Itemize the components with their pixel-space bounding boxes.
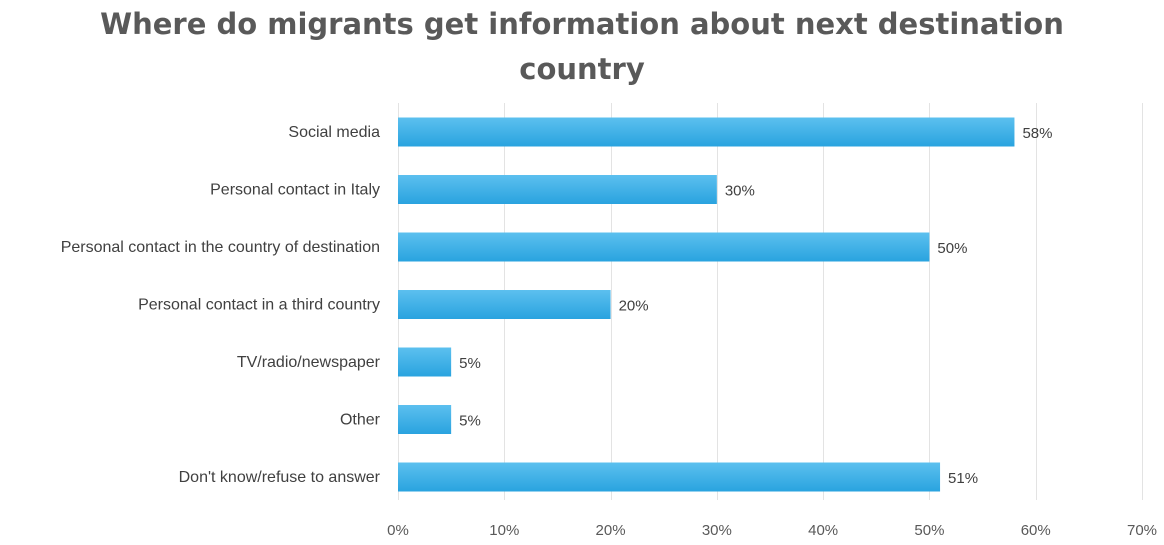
x-tick-label: 20%: [596, 522, 626, 539]
x-tick-label: 40%: [808, 522, 838, 539]
x-tick-label: 70%: [1127, 522, 1157, 539]
data-label: 20%: [619, 298, 649, 315]
value-labels: 58% 30% 50% 20% 5% 5% 51%: [459, 125, 1052, 487]
x-tick-label: 10%: [489, 522, 519, 539]
category-label: Other: [340, 412, 381, 429]
bar: [398, 462, 941, 492]
category-label: Personal contact in Italy: [210, 182, 380, 199]
category-label: TV/radio/newspaper: [237, 354, 381, 371]
category-labels: Social media Personal contact in Italy Per…: [61, 124, 381, 486]
bar: [398, 290, 611, 319]
chart-title: Where do migrants get information about …: [100, 7, 1064, 86]
data-label: 51%: [948, 470, 978, 487]
category-label: Don't know/refuse to answer: [179, 469, 381, 486]
bar: [398, 347, 452, 377]
bar: [398, 117, 1015, 147]
x-axis-tick-labels: 0% 10% 20% 30% 40% 50% 60% 70%: [387, 522, 1157, 539]
data-label: 5%: [459, 413, 481, 430]
data-label: 30%: [725, 183, 755, 200]
bar: [398, 175, 717, 204]
data-label: 5%: [459, 355, 481, 372]
category-label: Personal contact in the country of desti…: [61, 239, 380, 256]
category-label: Personal contact in a third country: [138, 297, 380, 314]
chart-title-line-2: country: [519, 52, 645, 86]
category-label: Social media: [288, 124, 380, 141]
data-label: 58%: [1022, 125, 1052, 142]
x-tick-label: 0%: [387, 522, 409, 539]
bar: [398, 405, 452, 434]
gridlines: [398, 103, 1143, 500]
chart-title-line-1: Where do migrants get information about …: [100, 7, 1064, 41]
x-tick-label: 30%: [702, 522, 732, 539]
bars: [398, 117, 1015, 492]
x-tick-label: 50%: [914, 522, 944, 539]
bar: [398, 232, 930, 262]
x-tick-label: 60%: [1021, 522, 1051, 539]
data-label: 50%: [937, 240, 967, 257]
